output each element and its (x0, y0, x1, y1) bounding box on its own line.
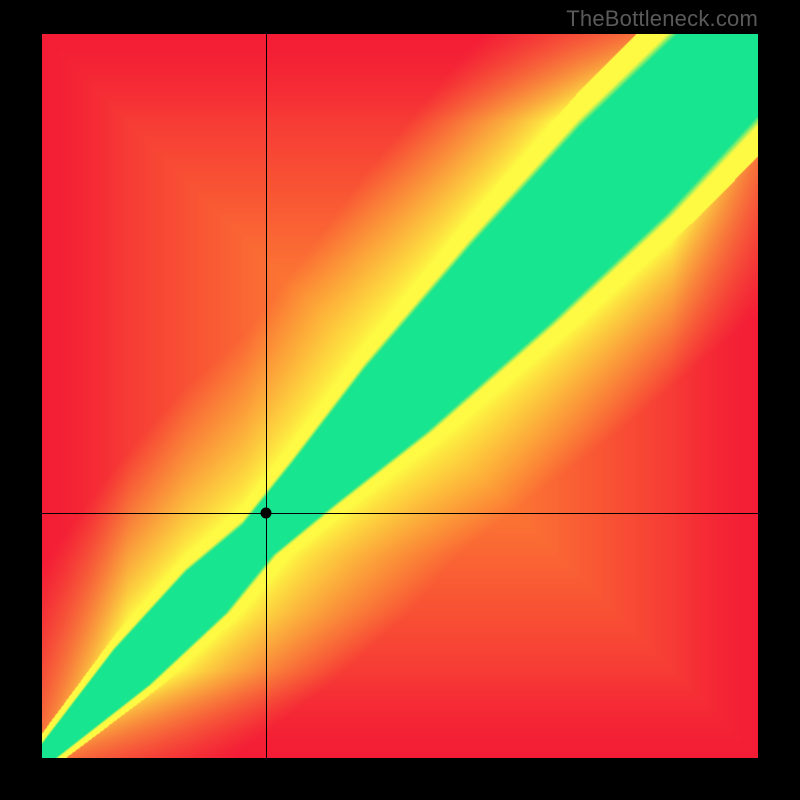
plot-area (42, 34, 758, 758)
heatmap-canvas (42, 34, 758, 758)
watermark-text: TheBottleneck.com (566, 6, 758, 32)
crosshair-horizontal (42, 513, 758, 514)
chart-container: TheBottleneck.com (0, 0, 800, 800)
crosshair-marker (261, 508, 272, 519)
crosshair-vertical (266, 34, 267, 758)
